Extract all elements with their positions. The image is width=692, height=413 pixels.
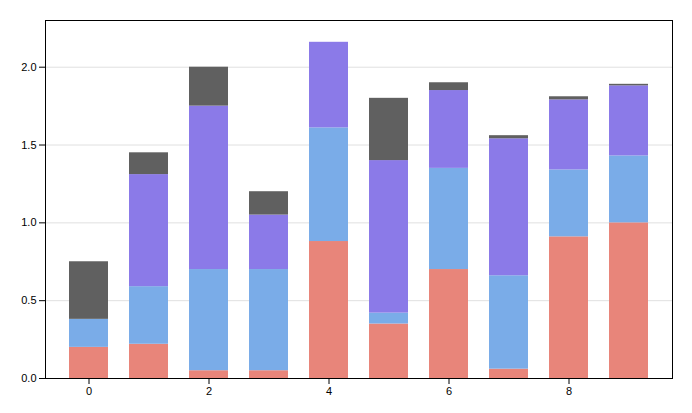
svg-text:2.0: 2.0 — [21, 61, 36, 73]
svg-text:1.0: 1.0 — [21, 216, 36, 228]
svg-text:0.5: 0.5 — [21, 294, 36, 306]
svg-text:0: 0 — [86, 385, 92, 397]
svg-text:1.5: 1.5 — [21, 139, 36, 151]
svg-text:6: 6 — [446, 385, 452, 397]
svg-text:2: 2 — [206, 385, 212, 397]
svg-text:8: 8 — [566, 385, 572, 397]
svg-text:4: 4 — [326, 385, 332, 397]
svg-text:0.0: 0.0 — [21, 372, 36, 384]
